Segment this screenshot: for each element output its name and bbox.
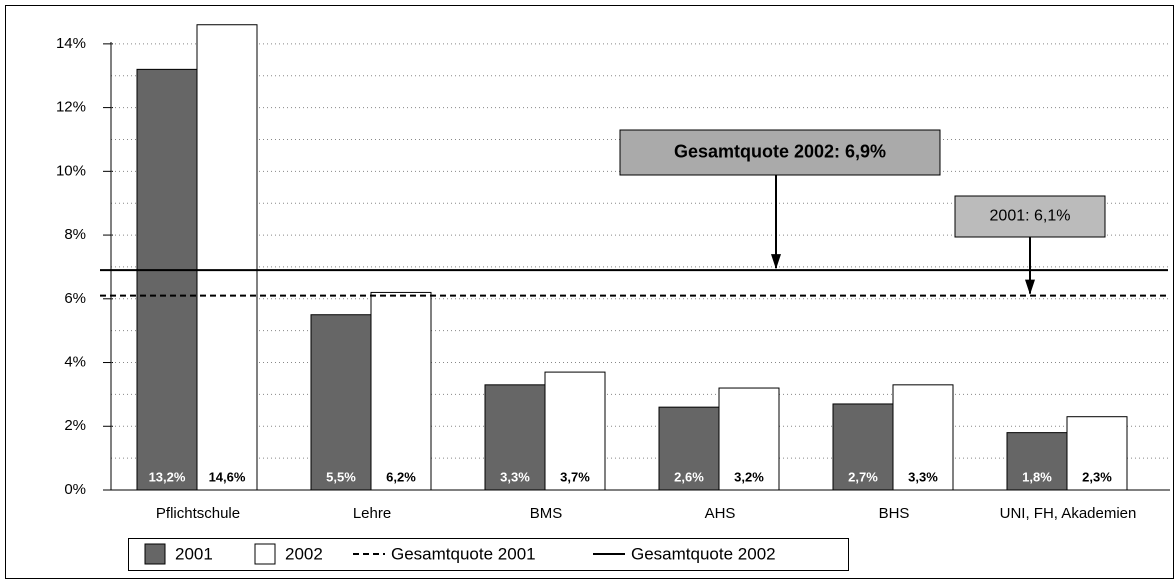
x-tick-label: UNI, FH, Akademien — [1000, 505, 1137, 522]
y-tick-label: 6% — [64, 290, 86, 307]
value-label: 3,3% — [500, 469, 530, 484]
y-tick-label: 12% — [56, 99, 86, 116]
legend-box — [128, 538, 849, 571]
x-tick-label: AHS — [705, 505, 736, 522]
bar — [370, 291, 432, 491]
annotation: 2001: 6,1% — [990, 208, 1071, 225]
legend-label: Gesamtquote 2002 — [631, 544, 776, 563]
x-tick-label: BMS — [530, 505, 563, 522]
value-label: 14,6% — [209, 469, 246, 484]
bar — [658, 406, 720, 491]
value-label: 5,5% — [326, 469, 356, 484]
x-tick-label: Lehre — [353, 505, 391, 522]
y-tick-label: 0% — [64, 481, 86, 498]
y-tick-label: 10% — [56, 162, 86, 179]
bar — [1006, 432, 1068, 491]
x-tick-label: Pflichtschule — [156, 505, 240, 522]
arrow-head — [771, 254, 781, 270]
y-tick-label: 2% — [64, 417, 86, 434]
value-label: 2,6% — [674, 469, 704, 484]
legend-swatch — [254, 543, 276, 565]
annotation-box — [954, 195, 1106, 238]
bar — [718, 387, 780, 491]
bar — [892, 384, 954, 491]
value-label: 3,3% — [908, 469, 938, 484]
value-label: 1,8% — [1022, 469, 1052, 484]
value-label: 13,2% — [149, 469, 186, 484]
bar — [310, 314, 372, 491]
value-label: 3,2% — [734, 469, 764, 484]
y-tick-label: 14% — [56, 35, 86, 52]
value-label: 3,7% — [560, 469, 590, 484]
bar — [1066, 416, 1128, 491]
y-tick-label: 4% — [64, 354, 86, 371]
value-label: 2,3% — [1082, 469, 1112, 484]
legend-label: 2002 — [285, 544, 323, 563]
bar — [136, 68, 198, 491]
y-tick-label: 8% — [64, 226, 86, 243]
legend-label: 2001 — [175, 544, 213, 563]
bar — [196, 24, 258, 491]
legend-label: Gesamtquote 2001 — [391, 544, 536, 563]
annotation-box — [619, 129, 941, 176]
frame — [5, 5, 1174, 579]
bar — [544, 371, 606, 491]
arrow-head — [1025, 279, 1035, 295]
value-label: 2,7% — [848, 469, 878, 484]
x-tick-label: BHS — [879, 505, 910, 522]
legend-swatch — [144, 543, 166, 565]
value-label: 6,2% — [386, 469, 416, 484]
annotation: Gesamtquote 2002: 6,9% — [674, 141, 886, 161]
